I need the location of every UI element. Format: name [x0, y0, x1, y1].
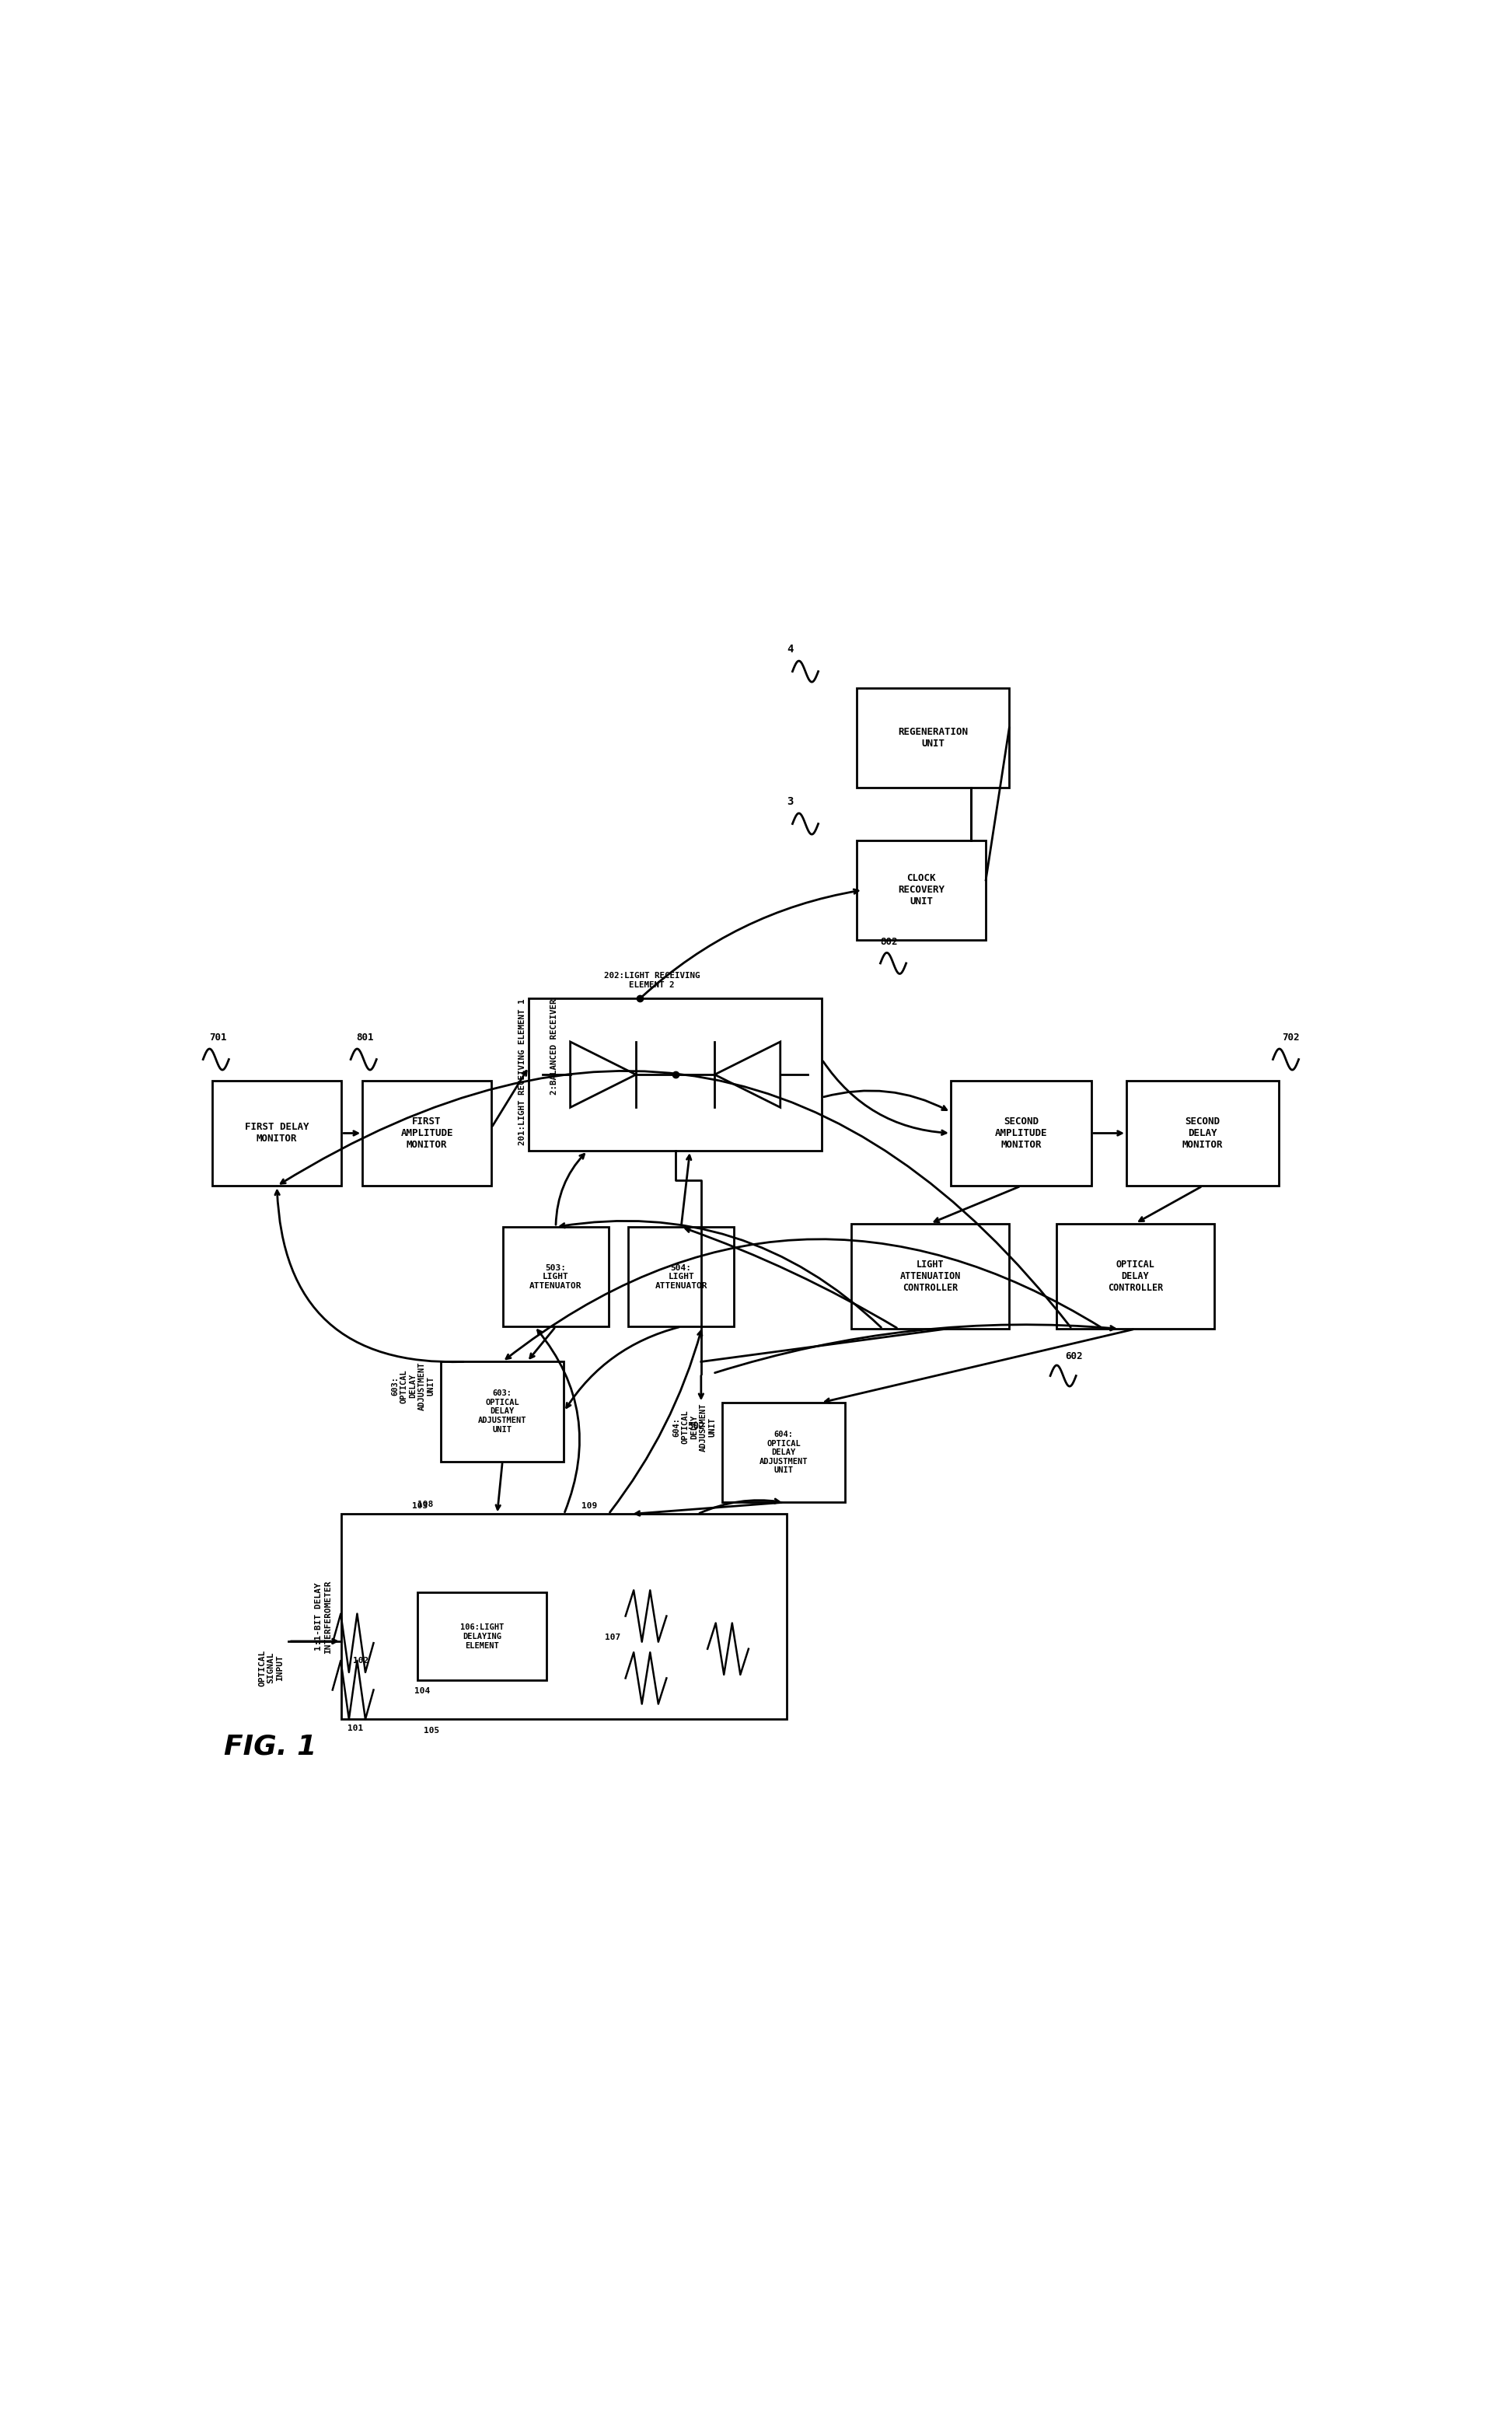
FancyBboxPatch shape — [851, 1224, 1009, 1330]
Text: 109: 109 — [582, 1502, 597, 1509]
Text: 102: 102 — [352, 1656, 369, 1664]
FancyBboxPatch shape — [529, 999, 823, 1151]
Text: 103: 103 — [411, 1502, 428, 1509]
FancyBboxPatch shape — [857, 687, 1009, 788]
Text: 201:LIGHT RECEIVING ELEMENT 1: 201:LIGHT RECEIVING ELEMENT 1 — [519, 999, 526, 1146]
Text: 202:LIGHT RECEIVING
ELEMENT 2: 202:LIGHT RECEIVING ELEMENT 2 — [603, 972, 700, 989]
Text: 604:
OPTICAL
DELAY
ADJUSTMENT
UNIT: 604: OPTICAL DELAY ADJUSTMENT UNIT — [673, 1402, 717, 1451]
Text: 105: 105 — [423, 1726, 438, 1734]
FancyBboxPatch shape — [442, 1361, 564, 1460]
FancyBboxPatch shape — [417, 1593, 546, 1681]
Text: 104: 104 — [414, 1688, 429, 1695]
Text: 502: 502 — [686, 1422, 705, 1431]
FancyBboxPatch shape — [629, 1226, 733, 1327]
Text: 504:
LIGHT
ATTENUATOR: 504: LIGHT ATTENUATOR — [655, 1265, 708, 1289]
Text: 702: 702 — [1282, 1032, 1300, 1042]
Text: SECOND
DELAY
MONITOR: SECOND DELAY MONITOR — [1182, 1117, 1223, 1151]
Text: 108: 108 — [417, 1502, 434, 1509]
FancyBboxPatch shape — [1055, 1224, 1214, 1330]
Text: OPTICAL
DELAY
CONTROLLER: OPTICAL DELAY CONTROLLER — [1107, 1260, 1163, 1294]
FancyBboxPatch shape — [342, 1514, 786, 1719]
FancyBboxPatch shape — [951, 1081, 1092, 1185]
Text: 101: 101 — [348, 1724, 363, 1731]
FancyBboxPatch shape — [723, 1402, 845, 1502]
Text: 802: 802 — [880, 936, 898, 948]
Text: 603:
OPTICAL
DELAY
ADJUSTMENT
UNIT: 603: OPTICAL DELAY ADJUSTMENT UNIT — [392, 1361, 435, 1410]
Text: SECOND
AMPLITUDE
MONITOR: SECOND AMPLITUDE MONITOR — [995, 1117, 1048, 1151]
FancyBboxPatch shape — [503, 1226, 608, 1327]
Text: LIGHT
ATTENUATION
CONTROLLER: LIGHT ATTENUATION CONTROLLER — [900, 1260, 960, 1294]
Text: 604:
OPTICAL
DELAY
ADJUSTMENT
UNIT: 604: OPTICAL DELAY ADJUSTMENT UNIT — [759, 1431, 807, 1475]
Text: 2:BALANCED RECEIVER: 2:BALANCED RECEIVER — [550, 999, 558, 1095]
Text: FIRST
AMPLITUDE
MONITOR: FIRST AMPLITUDE MONITOR — [401, 1117, 454, 1151]
FancyBboxPatch shape — [1126, 1081, 1279, 1185]
Text: 603:
OPTICAL
DELAY
ADJUSTMENT
UNIT: 603: OPTICAL DELAY ADJUSTMENT UNIT — [478, 1390, 526, 1434]
FancyBboxPatch shape — [857, 839, 986, 941]
FancyBboxPatch shape — [212, 1081, 342, 1185]
Text: 4: 4 — [786, 643, 794, 655]
FancyBboxPatch shape — [363, 1081, 491, 1185]
Text: REGENERATION
UNIT: REGENERATION UNIT — [898, 728, 968, 750]
Text: 503:
LIGHT
ATTENUATOR: 503: LIGHT ATTENUATOR — [529, 1265, 582, 1289]
Text: 106:LIGHT
DELAYING
ELEMENT: 106:LIGHT DELAYING ELEMENT — [460, 1622, 503, 1649]
Text: 602: 602 — [1066, 1352, 1083, 1361]
Text: 801: 801 — [357, 1032, 373, 1042]
Text: OPTICAL
SIGNAL
INPUT: OPTICAL SIGNAL INPUT — [259, 1649, 284, 1685]
Text: 3: 3 — [786, 796, 794, 808]
Text: FIRST DELAY
MONITOR: FIRST DELAY MONITOR — [245, 1122, 308, 1144]
Text: CLOCK
RECOVERY
UNIT: CLOCK RECOVERY UNIT — [898, 873, 945, 907]
Text: 701: 701 — [209, 1032, 227, 1042]
Text: FIG. 1: FIG. 1 — [224, 1734, 318, 1760]
Text: 1:1-BIT DELAY
INTERFEROMETER: 1:1-BIT DELAY INTERFEROMETER — [314, 1579, 333, 1654]
Text: 107: 107 — [605, 1632, 621, 1642]
